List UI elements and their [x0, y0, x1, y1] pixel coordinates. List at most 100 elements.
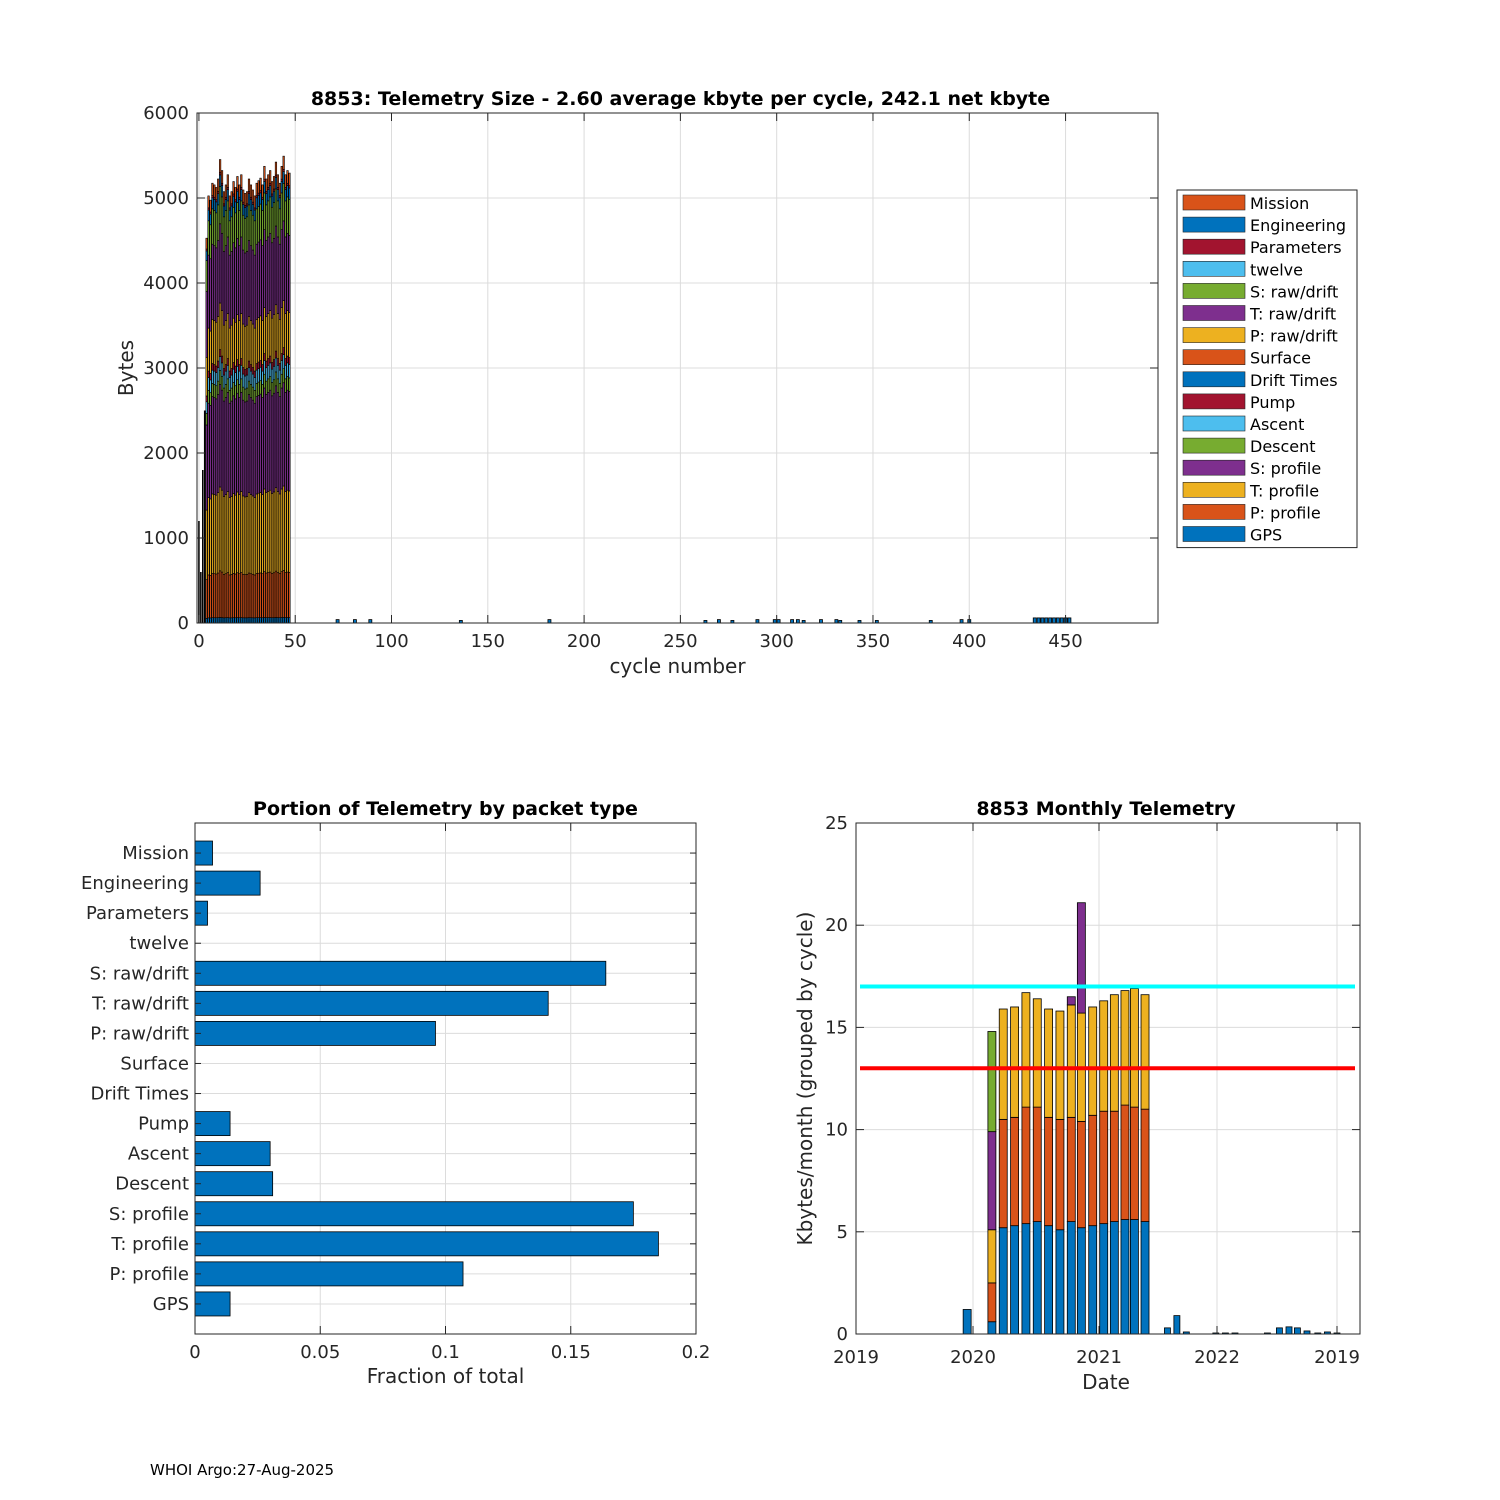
- cycle-bar-segment: [265, 380, 268, 395]
- x-tick-label: 0: [189, 1342, 200, 1363]
- cycle-bar-segment: [205, 237, 208, 250]
- cycle-bar-segment: [207, 195, 210, 209]
- cycle-bar-segment: [226, 187, 229, 190]
- cycle-bar-segment: [259, 315, 262, 361]
- cycle-bar-segment: [209, 379, 212, 393]
- chart-title: 8853 Monthly Telemetry: [976, 798, 1236, 820]
- y-tick-label: P: raw/drift: [90, 1023, 189, 1044]
- cycle-bar-segment: [234, 372, 237, 387]
- cycle-bar: [755, 619, 760, 624]
- monthly-bar-segment: [1044, 1225, 1053, 1335]
- cycle-bar-segment: [274, 487, 278, 572]
- cycle-bar-segment: [286, 185, 289, 198]
- cycle-bar-segment: [238, 364, 241, 372]
- cycle-bar-segment: [253, 390, 256, 404]
- cycle-bar-segment: [207, 207, 210, 211]
- cycle-bar-segment: [213, 370, 216, 385]
- cycle-bar: [203, 410, 206, 623]
- cycle-bar-segment: [255, 493, 258, 574]
- cycle-bar-segment: [230, 496, 233, 575]
- cycle-bar-segment: [253, 207, 256, 211]
- cycle-bar-segment: [234, 494, 237, 575]
- cycle-bar-segment: [276, 236, 279, 314]
- cycle-bar-segment: [234, 573, 237, 619]
- y-tick-label: 10: [825, 1120, 848, 1141]
- cycle-bar-segment: [249, 210, 252, 246]
- monthly-bar-segment: [1010, 1006, 1019, 1118]
- cycle-bar-segment: [269, 362, 272, 377]
- y-axis-label: Kbytes/month (grouped by cycle): [793, 912, 817, 1246]
- legend-swatch: [1182, 415, 1246, 432]
- cycle-bar-segment: [249, 199, 252, 211]
- cycle-bar-segment: [230, 368, 233, 376]
- y-tick-label: T: profile: [110, 1234, 189, 1255]
- cycle-bar-segment: [247, 492, 251, 574]
- cycle-bar-segment: [249, 384, 252, 398]
- cycle-bar-segment: [251, 373, 254, 388]
- monthly-bar-segment: [1130, 1106, 1139, 1220]
- cycle-bar-segment: [247, 191, 251, 195]
- cycle-bar-segment: [284, 174, 287, 188]
- cycle-bar-segment: [222, 324, 226, 369]
- cycle-bar-segment: [257, 395, 260, 494]
- cycle-bar-segment: [205, 401, 208, 414]
- cycle-bar-segment: [267, 392, 270, 492]
- legend-entry: Surface: [1250, 349, 1311, 368]
- cycle-bar-segment: [217, 360, 220, 369]
- cycle-bar-segment: [282, 570, 285, 618]
- cycle-bar-segment: [217, 572, 220, 618]
- cycle-bar-segment: [222, 617, 226, 624]
- cycle-bar-segment: [253, 209, 256, 222]
- cycle-bar-segment: [213, 245, 216, 321]
- cycle-bar-segment: [263, 571, 266, 618]
- cycle-bar-segment: [274, 161, 278, 176]
- axes-box: [855, 822, 1361, 1335]
- cycle-bar-segment: [271, 362, 274, 370]
- cycle-bar-segment: [211, 208, 214, 245]
- monthly-bar-segment: [1066, 996, 1076, 1006]
- monthly-bar-segment: [998, 1008, 1008, 1120]
- cycle-bar-segment: [247, 360, 251, 369]
- cycle-bar-segment: [272, 572, 276, 618]
- monthly-bar-segment: [1066, 1221, 1076, 1335]
- cycle-bar-segment: [249, 494, 252, 574]
- cycle-bar-segment: [207, 390, 210, 404]
- cycle-bar-segment: [271, 617, 274, 624]
- cycle-bar: [795, 619, 800, 624]
- cycle-bar-segment: [238, 199, 241, 211]
- cycle-bar-segment: [240, 313, 243, 359]
- cycle-bar-segment: [209, 405, 212, 500]
- cycle-bar-segment: [255, 243, 258, 320]
- cycle-bar-segment: [278, 195, 281, 199]
- cycle-bar-segment: [244, 252, 247, 327]
- cycle-bar-segment: [226, 572, 229, 618]
- cycle-bar-segment: [205, 250, 208, 261]
- cycle-bar-segment: [272, 190, 276, 203]
- cycle-bar-segment: [244, 401, 247, 498]
- cycle-bar-segment: [253, 220, 256, 256]
- y-tick-label: 15: [825, 1017, 848, 1038]
- cycle-bar-segment: [228, 377, 231, 391]
- cycle-bar-segment: [205, 395, 208, 403]
- cycle-bar-segment: [259, 366, 262, 381]
- cycle-bar-segment: [280, 571, 283, 618]
- cycle-bar-segment: [217, 367, 220, 382]
- cycle-bar-segment: [232, 206, 235, 244]
- cycle-bar-segment: [267, 200, 270, 238]
- y-tick-label: 3000: [143, 358, 189, 379]
- cycle-bar-segment: [282, 300, 285, 348]
- cycle-bar: [790, 619, 794, 624]
- cycle-bar-segment: [284, 617, 287, 624]
- cycle-bar-segment: [274, 225, 278, 306]
- cycle-bar-segment: [242, 617, 245, 624]
- cycle-bar-segment: [232, 493, 235, 574]
- cycle-bar-segment: [213, 364, 216, 372]
- cycle-bar-segment: [213, 184, 216, 198]
- x-tick-label: 2021: [1076, 1347, 1122, 1368]
- cycle-bar-segment: [236, 379, 239, 394]
- cycle-bar-segment: [259, 360, 262, 368]
- cycle-bar-segment: [251, 323, 254, 368]
- cycle-bar-segment: [280, 181, 283, 194]
- cycle-bar-segment: [238, 184, 241, 198]
